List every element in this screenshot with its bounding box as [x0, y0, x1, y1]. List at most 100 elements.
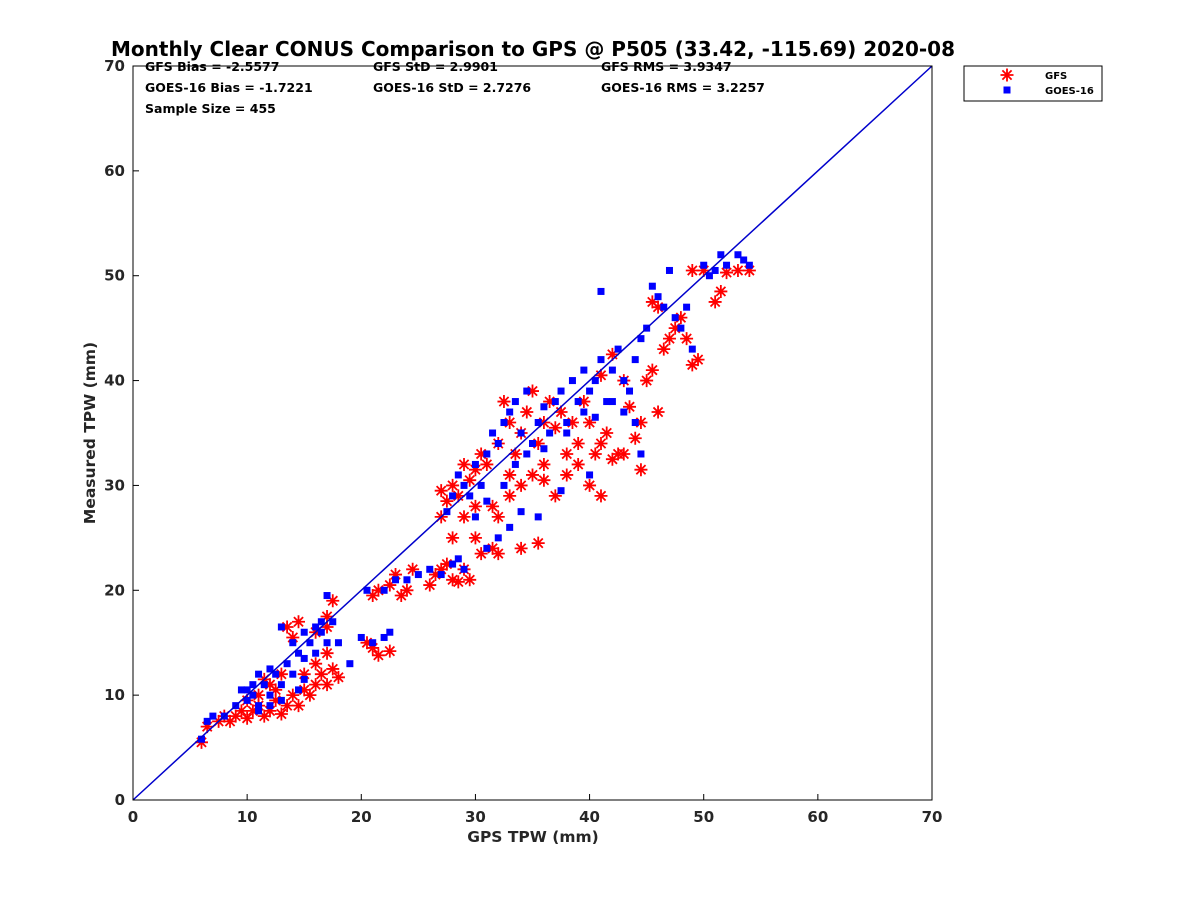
gfs-point — [640, 374, 654, 388]
x-tick-label: 0 — [128, 808, 138, 826]
goes-16-point — [740, 256, 748, 264]
goes-16-point — [403, 576, 411, 584]
chart-title: Monthly Clear CONUS Comparison to GPS @ … — [111, 37, 955, 61]
axes-box — [132, 65, 933, 801]
goes-16-point — [471, 460, 479, 468]
goes-16-point — [591, 377, 599, 385]
goes-16-point — [568, 377, 576, 385]
goes-16-point — [454, 555, 462, 563]
goes-16-point — [209, 712, 217, 720]
goes-16-point — [534, 419, 542, 427]
goes-16-point — [380, 586, 388, 594]
legend-label-gfs: GFS — [1045, 71, 1067, 82]
goes-16-point — [317, 628, 325, 636]
gfs-point — [463, 473, 477, 487]
y-axis-label: Measured TPW (mm) — [81, 342, 99, 524]
goes-16-point — [414, 571, 422, 579]
goes-16-point — [460, 481, 468, 489]
gfs-point — [320, 678, 334, 692]
gfs-point — [645, 295, 659, 309]
goes-16-point — [603, 398, 611, 406]
gfs-point — [474, 447, 488, 461]
goes-16-point — [334, 639, 342, 647]
goes-16-point — [523, 387, 531, 395]
gfs-point — [371, 583, 385, 597]
goes-16-point — [289, 670, 297, 678]
y-tick-label: 40 — [104, 372, 125, 390]
goes-16-point — [608, 366, 616, 374]
gfs-point — [331, 670, 345, 684]
gfs-point — [428, 568, 442, 582]
gfs-point — [691, 353, 705, 367]
goes-16-point — [557, 387, 565, 395]
gfs-point — [497, 395, 511, 409]
gfs-point — [480, 457, 494, 471]
gfs-point — [537, 473, 551, 487]
goes-16-point — [306, 639, 314, 647]
gfs-point — [565, 416, 579, 430]
gfs-point — [508, 447, 522, 461]
goes-16-point — [648, 282, 656, 290]
goes-16-point — [677, 324, 685, 332]
gfs-point — [474, 547, 488, 561]
gfs-point — [200, 720, 214, 734]
goes-16-point — [243, 696, 251, 704]
gfs-point — [685, 358, 699, 372]
goes-16-point — [266, 702, 274, 710]
goes-16-point — [255, 670, 263, 678]
gfs-point — [389, 568, 403, 582]
legend-label-goes-16: GOES-16 — [1045, 86, 1094, 97]
gfs-point — [463, 573, 477, 587]
goes-16-point — [620, 408, 628, 416]
goes-16-point — [392, 576, 400, 584]
gfs-point — [246, 704, 260, 718]
gfs-point — [600, 426, 614, 440]
gfs-point — [617, 447, 631, 461]
gfs-point — [486, 541, 500, 555]
gfs-point — [286, 688, 300, 702]
goes-16-point — [591, 413, 599, 421]
gfs-point — [554, 405, 568, 419]
goes-rms-text: GOES-16 RMS = 3.2257 — [601, 80, 765, 95]
goes-std-text: GOES-16 StD = 2.7276 — [373, 80, 531, 95]
x-tick-label: 70 — [922, 808, 943, 826]
goes-16-point — [723, 261, 731, 269]
gfs-point — [446, 531, 460, 545]
goes-16-point — [517, 429, 525, 437]
gfs-point — [651, 300, 665, 314]
gfs-point — [583, 478, 597, 492]
goes-16-point — [580, 408, 588, 416]
gfs-point — [543, 395, 557, 409]
goes-16-point — [277, 696, 285, 704]
gfs-point — [468, 499, 482, 513]
goes-16-point — [608, 398, 616, 406]
goes-16-point — [295, 649, 303, 657]
goes-16-point — [386, 628, 394, 636]
gfs-point — [520, 405, 534, 419]
goes-16-point — [511, 460, 519, 468]
gfs-point — [440, 557, 454, 571]
goes-16-point — [243, 686, 251, 694]
gfs-point — [394, 589, 408, 603]
goes-16-point — [540, 445, 548, 453]
goes-16-point — [380, 633, 388, 641]
gfs-point — [605, 452, 619, 466]
gfs-point — [252, 688, 266, 702]
gfs-point — [269, 683, 283, 697]
gfs-point — [320, 620, 334, 634]
gfs-point — [657, 342, 671, 356]
goes-16-point — [654, 293, 662, 301]
gfs-point — [514, 541, 528, 555]
goes-16-point — [489, 429, 497, 437]
goes-16-point — [500, 481, 508, 489]
gfs-point — [257, 709, 271, 723]
goes-16-point — [705, 272, 713, 280]
goes-16-point — [483, 497, 491, 505]
x-tick-label: 30 — [465, 808, 486, 826]
goes-16-point — [312, 649, 320, 657]
gfs-rms-text: GFS RMS = 3.9347 — [601, 59, 732, 74]
gfs-point — [708, 295, 722, 309]
gfs-point — [371, 648, 385, 662]
goes-16-point — [312, 623, 320, 631]
gfs-point — [451, 575, 465, 589]
